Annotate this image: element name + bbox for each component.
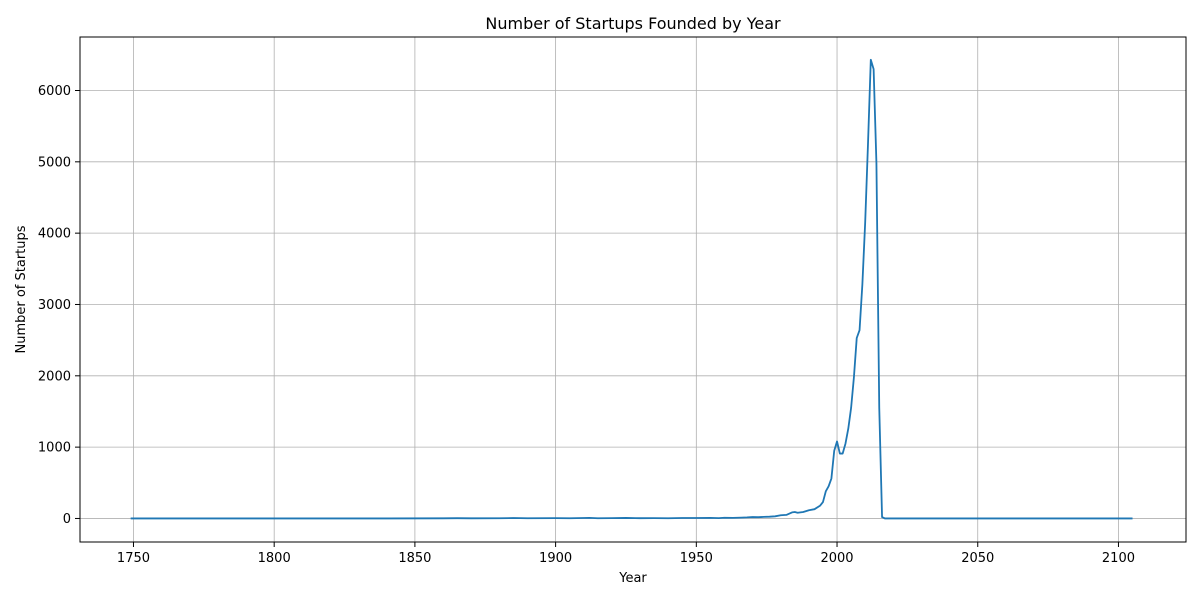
y-tick-label: 5000: [38, 155, 71, 170]
x-axis-label: Year: [618, 571, 647, 586]
y-tick-label: 1000: [38, 441, 71, 456]
y-tick-label: 0: [63, 512, 71, 527]
series-layer: [130, 58, 1133, 520]
y-tick-label: 6000: [38, 84, 71, 99]
grid: [80, 37, 1186, 542]
plot-frame: [79, 36, 1187, 543]
x-tick-label: 1800: [258, 551, 291, 566]
x-tick-label: 1950: [680, 551, 713, 566]
ticks: 1750 1800 1850 1900 1950 2000 2050 2100 0 1000 200…: [38, 84, 1135, 566]
x-tick-label: 2000: [820, 551, 853, 566]
y-tick-label: 3000: [38, 298, 71, 313]
x-tick-label: 1850: [398, 551, 431, 566]
y-tick-label: 2000: [38, 369, 71, 384]
x-tick-label: 1750: [117, 551, 150, 566]
x-tick-label: 1900: [539, 551, 572, 566]
x-tick-label: 2100: [1102, 551, 1135, 566]
chart-title: Number of Startups Founded by Year: [485, 14, 781, 33]
y-tick-label: 4000: [38, 227, 71, 242]
y-axis-label: Number of Startups: [14, 225, 29, 353]
x-tick-label: 2050: [961, 551, 994, 566]
series-line: [130, 58, 1133, 520]
